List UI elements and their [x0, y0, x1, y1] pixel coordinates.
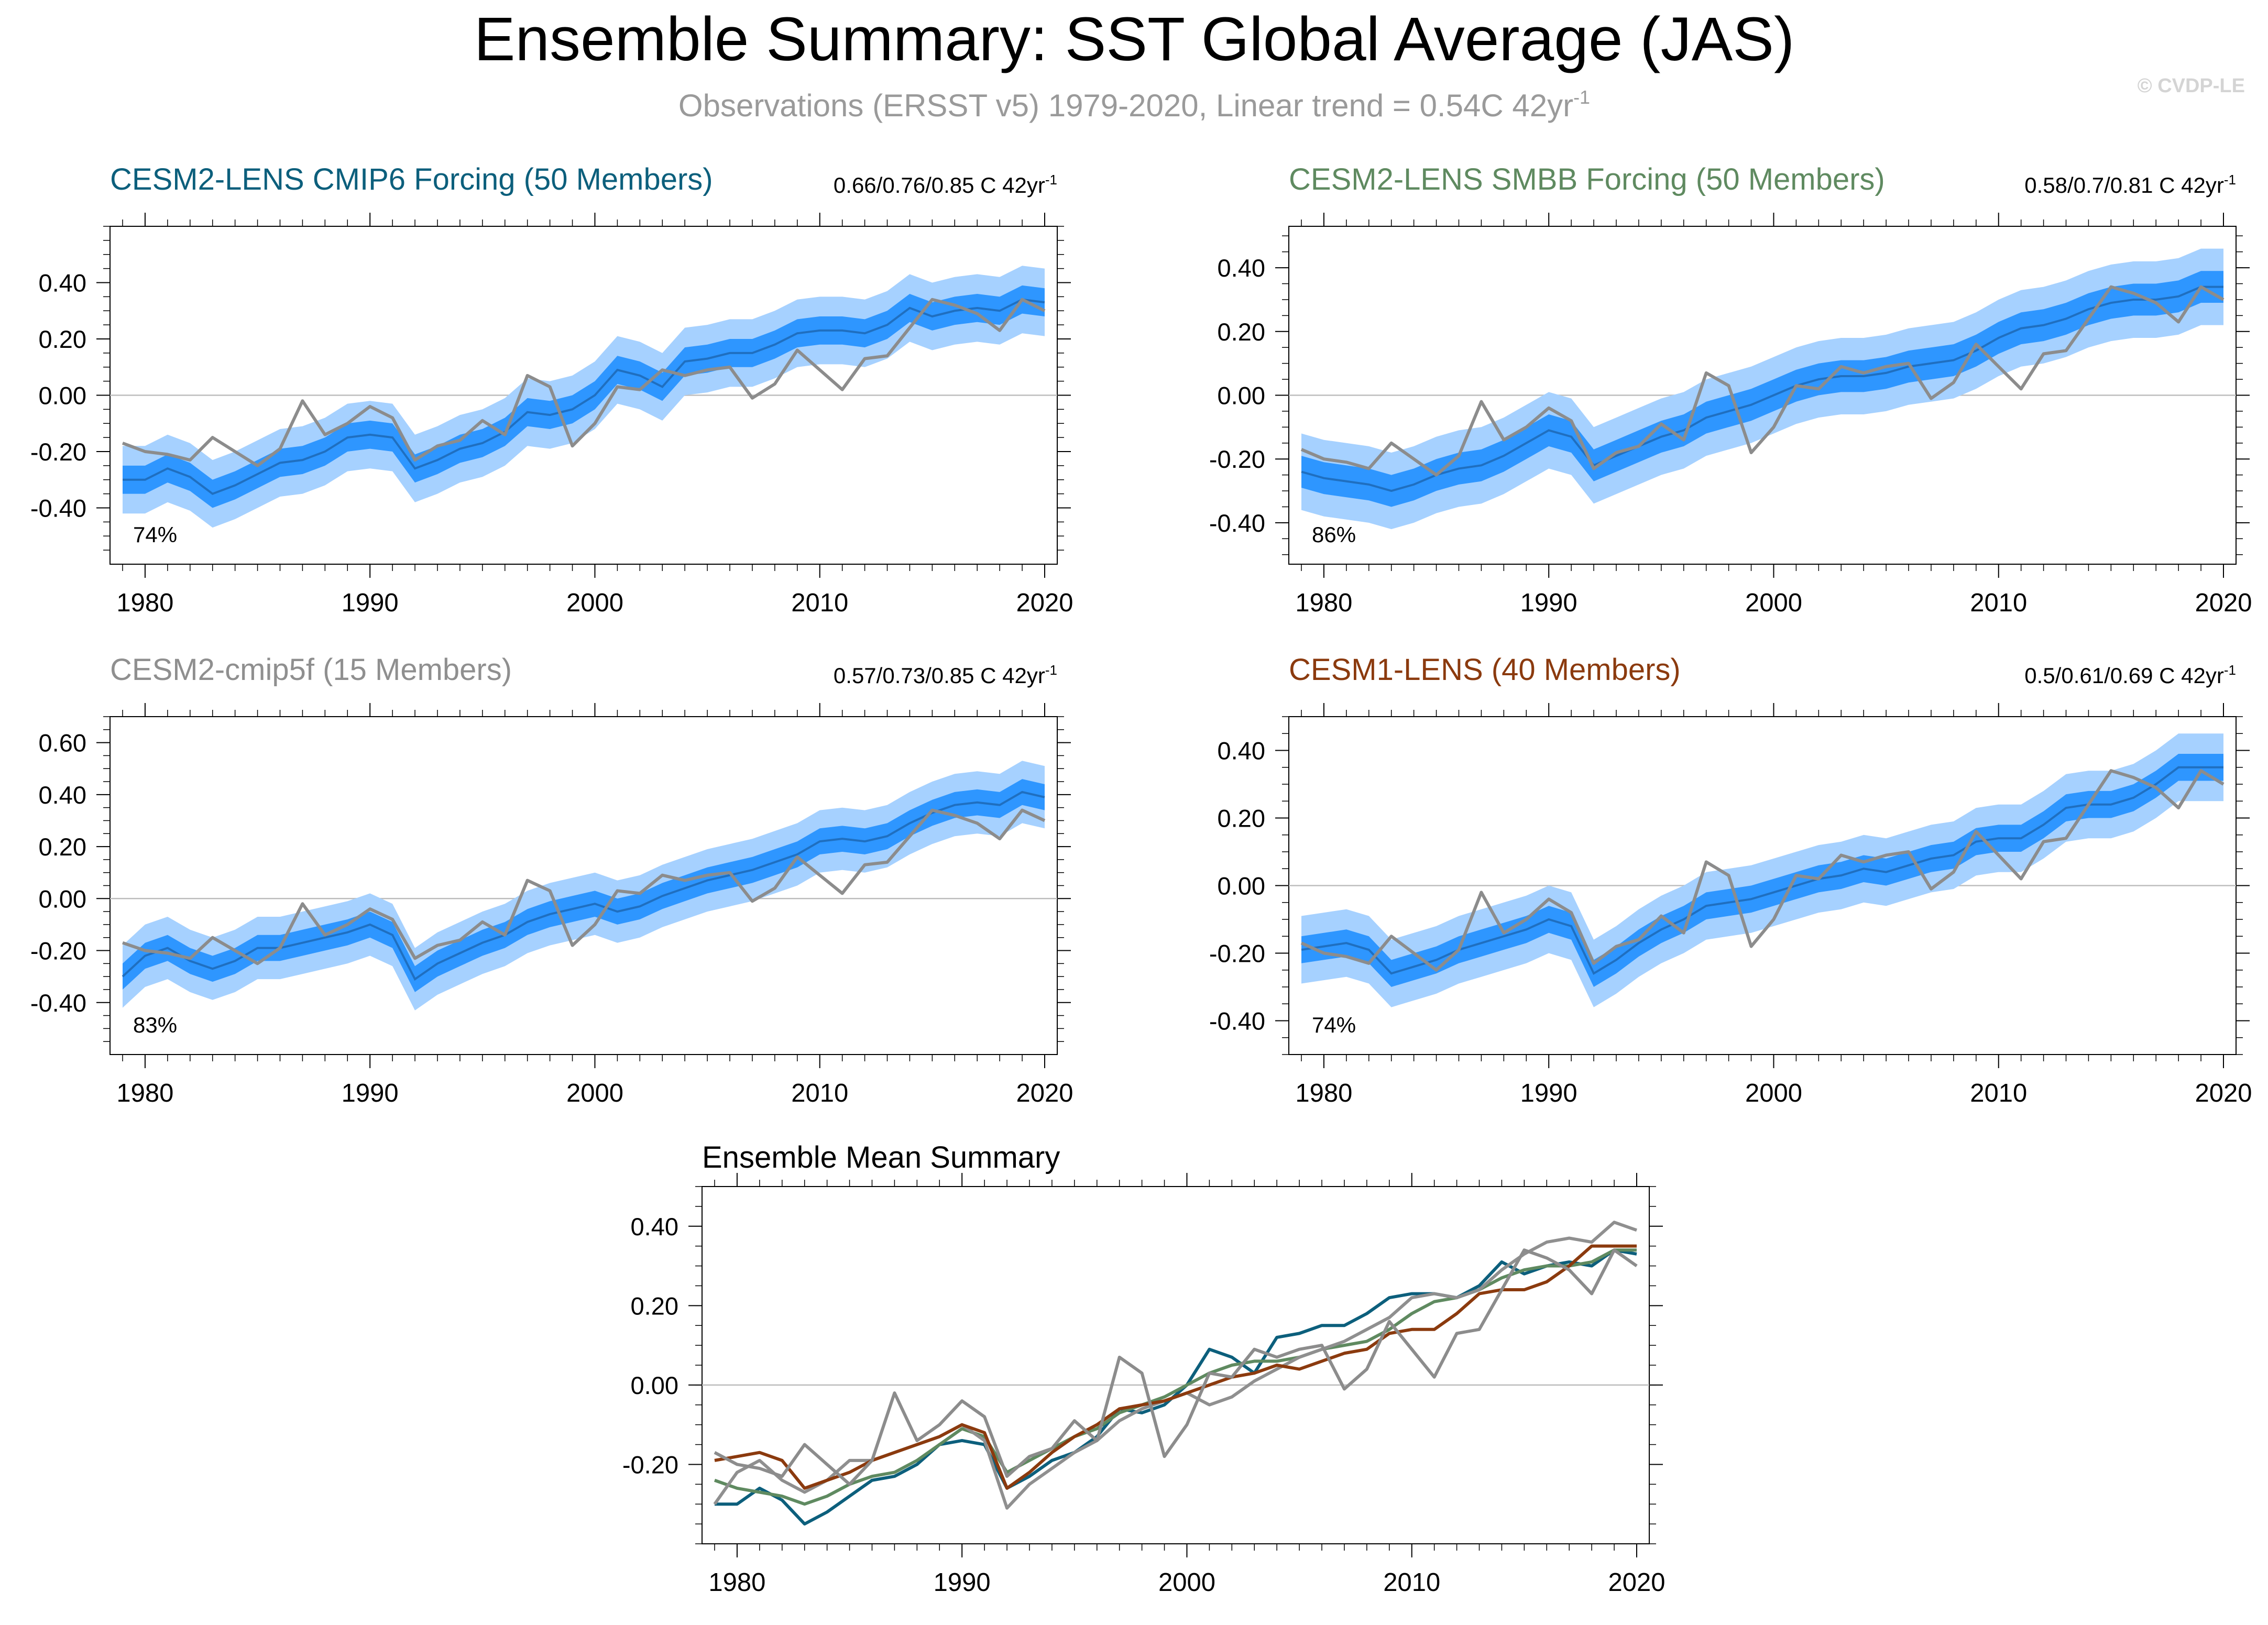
trend-label-superscript: -1 — [1045, 172, 1057, 188]
x-tick-label: 2000 — [566, 589, 623, 617]
x-tick-label: 1990 — [342, 589, 399, 617]
x-tick-label: 2020 — [1608, 1568, 1665, 1597]
copyright-label: © CVDP-LE — [2138, 75, 2245, 97]
x-tick-label: 1990 — [934, 1568, 991, 1597]
trend-label-text: 0.66/0.76/0.85 C 42yr — [834, 173, 1045, 197]
inner-spread-band — [123, 286, 1045, 508]
x-tick-label: 2000 — [566, 1079, 623, 1107]
x-tick-label: 2020 — [1016, 589, 1073, 617]
x-tick-label: 1980 — [708, 1568, 765, 1597]
panel-cmip5f: -0.40 -0.20 0.00 0.20 0.40 0.60 1980 1990 2000 20… — [30, 653, 1073, 1107]
y-tick-label: -0.20 — [1209, 445, 1265, 473]
plot-area-summary — [702, 1222, 1649, 1524]
y-tick-label: 0.00 — [631, 1371, 678, 1399]
x-tick-label: 2000 — [1745, 589, 1802, 617]
y-tick-label: 0.60 — [39, 729, 86, 757]
panel-title-summary: Ensemble Mean Summary — [702, 1140, 1060, 1174]
y-tick-label: 0.20 — [1218, 318, 1265, 346]
panel-title-cmip5f: CESM2-cmip5f (15 Members) — [110, 653, 512, 687]
series-line-obs-line — [715, 1250, 1637, 1484]
percent-label-cmip5f: 83% — [133, 1013, 177, 1037]
trend-label-cesm1: 0.5/0.61/0.69 C 42yr-1 — [2024, 662, 2236, 688]
y-tick-label: 0.40 — [39, 781, 86, 809]
panel-title-smbb: CESM2-LENS SMBB Forcing (50 Members) — [1289, 162, 1885, 196]
trend-label-superscript: -1 — [2224, 172, 2236, 188]
x-tick-label: 2010 — [1970, 1079, 2027, 1107]
trend-label-text: 0.5/0.61/0.69 C 42yr — [2024, 663, 2224, 688]
plot-area-cesm1 — [1289, 733, 2236, 1007]
y-tick-label: 0.00 — [1218, 872, 1265, 900]
x-tick-label: 1980 — [1295, 589, 1352, 617]
x-tick-label: 1980 — [1295, 1079, 1352, 1107]
panel-smbb: -0.40 -0.20 0.00 0.20 0.40 1980 1990 2000 2010 20… — [1209, 162, 2252, 617]
x-tick-label: 2020 — [2195, 589, 2252, 617]
x-tick-label: 2000 — [1158, 1568, 1215, 1597]
x-tick-label: 1990 — [1520, 589, 1577, 617]
x-tick-label: 2010 — [1383, 1568, 1440, 1597]
trend-label-text: 0.57/0.73/0.85 C 42yr — [834, 663, 1045, 688]
subtitle-text: Observations (ERSST v5) 1979-2020, Linea… — [678, 88, 1573, 123]
percent-label-smbb: 86% — [1312, 522, 1356, 547]
plot-area-cmip6 — [110, 266, 1057, 528]
series-obs-line — [715, 1250, 1637, 1484]
series-cesm1 — [715, 1246, 1637, 1488]
trend-label-cmip6: 0.66/0.76/0.85 C 42yr-1 — [834, 172, 1057, 197]
x-tick-label: 1980 — [116, 589, 173, 617]
x-tick-label: 2020 — [2195, 1079, 2252, 1107]
y-tick-label: 0.20 — [631, 1292, 678, 1320]
x-tick-label: 2010 — [791, 589, 848, 617]
x-tick-label: 2020 — [1016, 1079, 1073, 1107]
series-smbb — [715, 1250, 1637, 1504]
trend-label-superscript: -1 — [2224, 662, 2236, 678]
y-tick-label: -0.20 — [30, 438, 86, 466]
series-line-cesm1 — [715, 1246, 1637, 1488]
trend-label-superscript: -1 — [1045, 662, 1057, 678]
y-tick-label: 0.00 — [39, 885, 86, 913]
plot-area-smbb — [1289, 249, 2236, 530]
y-tick-label: 0.40 — [39, 269, 86, 297]
main-title: Ensemble Summary: SST Global Average (JA… — [474, 5, 1795, 74]
panels-container: -0.40 -0.20 0.00 0.20 0.40 1980 1990 2000 2010 20… — [30, 162, 2252, 1597]
y-tick-label: -0.40 — [1209, 509, 1265, 537]
y-tick-label: -0.20 — [1209, 940, 1265, 968]
y-tick-label: -0.20 — [30, 937, 86, 965]
y-tick-label: 0.00 — [39, 382, 86, 410]
y-tick-label: -0.20 — [622, 1451, 678, 1478]
y-tick-label: 0.20 — [39, 325, 86, 353]
percent-label-cmip6: 74% — [133, 522, 177, 547]
panel-title-cmip6: CESM2-LENS CMIP6 Forcing (50 Members) — [110, 162, 713, 196]
x-tick-label: 1980 — [116, 1079, 173, 1107]
panel-title-cesm1: CESM1-LENS (40 Members) — [1289, 653, 1681, 687]
outer-spread-band — [123, 761, 1045, 1010]
y-tick-label: -0.40 — [1209, 1007, 1265, 1035]
x-tick-label: 2010 — [791, 1079, 848, 1107]
y-tick-label: 0.20 — [39, 833, 86, 861]
y-tick-label: 0.40 — [1218, 737, 1265, 765]
y-tick-label: 0.00 — [1218, 382, 1265, 410]
y-tick-label: -0.40 — [30, 495, 86, 522]
panel-summary: -0.20 0.00 0.20 0.40 1980 1990 2000 2010 2020 Ens… — [622, 1140, 1666, 1597]
x-tick-label: 1990 — [342, 1079, 399, 1107]
y-tick-label: 0.20 — [1218, 805, 1265, 832]
y-tick-label: 0.40 — [1218, 254, 1265, 282]
subtitle: Observations (ERSST v5) 1979-2020, Linea… — [678, 86, 1590, 123]
trend-label-text: 0.58/0.7/0.81 C 42yr — [2024, 173, 2224, 197]
y-tick-label: 0.40 — [631, 1213, 678, 1240]
panel-cmip6: -0.40 -0.20 0.00 0.20 0.40 1980 1990 2000 2010 20… — [30, 162, 1073, 617]
trend-label-smbb: 0.58/0.7/0.81 C 42yr-1 — [2024, 172, 2236, 197]
x-tick-label: 2000 — [1745, 1079, 1802, 1107]
x-tick-label: 1990 — [1520, 1079, 1577, 1107]
plot-frame-summary — [702, 1187, 1649, 1544]
series-line-smbb — [715, 1250, 1637, 1504]
plot-area-cmip5f — [110, 761, 1057, 1010]
percent-label-cesm1: 74% — [1312, 1013, 1356, 1037]
subtitle-superscript: -1 — [1573, 86, 1590, 108]
panel-cesm1: -0.40 -0.20 0.00 0.20 0.40 1980 1990 2000 2010 20… — [1209, 653, 2252, 1107]
y-tick-label: -0.40 — [30, 989, 86, 1017]
trend-label-cmip5f: 0.57/0.73/0.85 C 42yr-1 — [834, 662, 1057, 688]
x-tick-label: 2010 — [1970, 589, 2027, 617]
